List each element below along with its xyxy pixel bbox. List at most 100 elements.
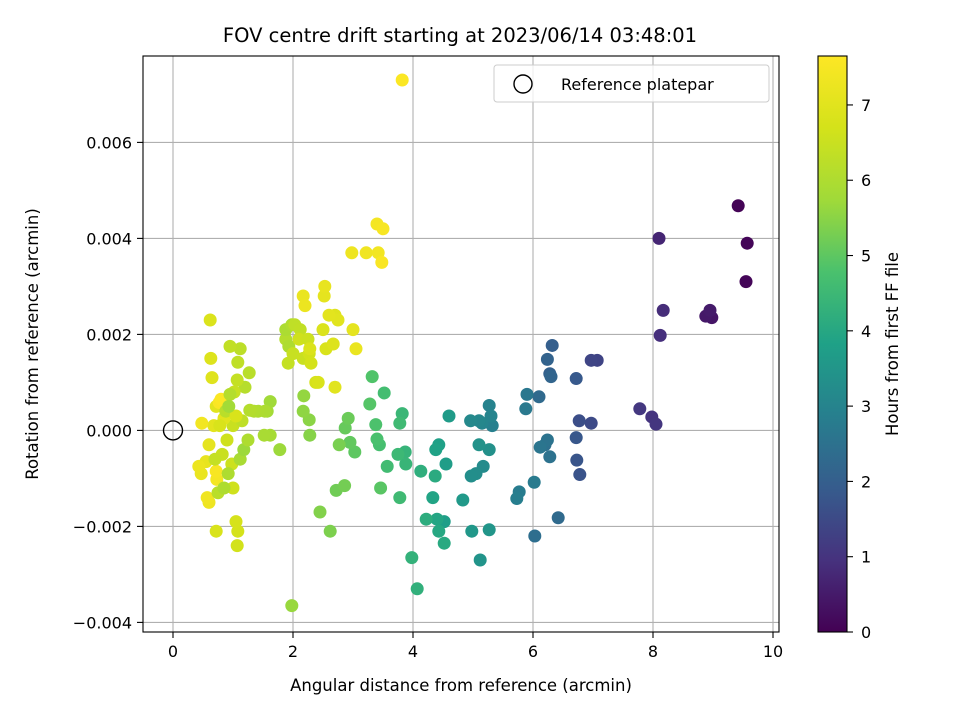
data-point [192, 459, 206, 473]
data-point [220, 433, 234, 447]
colorbar-tick-label: 7 [861, 96, 871, 115]
data-point [584, 416, 598, 430]
data-point [203, 313, 217, 327]
y-tick-label: 0.004 [86, 229, 132, 248]
colorbar-tick-label: 6 [861, 171, 871, 190]
colorbar-frame [817, 55, 848, 633]
colorbar-tick-label: 3 [861, 397, 871, 416]
x-tick-label: 10 [763, 642, 783, 661]
data-point [318, 279, 332, 293]
data-point [217, 481, 231, 495]
data-point [230, 373, 244, 387]
y-tick-label: 0.002 [86, 325, 132, 344]
x-tick-label: 4 [408, 642, 418, 661]
colorbar-tick-label: 0 [861, 623, 871, 642]
data-point [322, 308, 336, 322]
colorbar-gradient [818, 56, 847, 632]
legend-label-reference-platepar: Reference platepar [561, 75, 714, 94]
data-point [286, 347, 300, 361]
data-point [221, 467, 235, 481]
axis-ticks: 0 2 4 6 8 10 −0.004 −0.002 0.000 0.002 0.004 0.006 [73, 133, 783, 661]
data-point [332, 438, 346, 452]
x-tick-label: 2 [288, 642, 298, 661]
data-point [323, 524, 337, 538]
data-point [226, 481, 240, 495]
data-point [202, 438, 216, 452]
data-point [338, 479, 352, 493]
data-point [285, 599, 299, 613]
data-point [296, 289, 310, 303]
data-point [533, 440, 547, 454]
data-point [633, 402, 647, 416]
data-point [317, 289, 331, 303]
data-point [731, 199, 745, 213]
data-point [532, 390, 546, 404]
data-point [740, 236, 754, 250]
data-point [510, 492, 524, 506]
data-point [311, 375, 325, 389]
x-axis-label: Angular distance from reference (arcmin) [290, 676, 632, 695]
data-points [192, 73, 754, 613]
legend-marker-open-circle [513, 74, 533, 94]
data-point [551, 511, 565, 525]
data-point [520, 387, 534, 401]
data-point [391, 447, 405, 461]
data-point [572, 414, 586, 428]
data-point [569, 372, 583, 386]
colorbar-tick-label: 4 [861, 322, 871, 341]
y-axis-label: Rotation from reference (arcmin) [23, 208, 42, 480]
data-point [485, 419, 499, 433]
data-point [348, 445, 362, 459]
data-point [257, 428, 271, 442]
data-point [528, 529, 542, 543]
data-point [399, 457, 413, 471]
data-point [208, 452, 222, 466]
data-point [419, 512, 433, 526]
legend: Reference platepar [493, 64, 770, 103]
data-point [439, 457, 453, 471]
data-point [304, 356, 318, 370]
data-point [231, 355, 245, 369]
data-point [377, 386, 391, 400]
data-point [374, 481, 388, 495]
data-point [527, 475, 541, 489]
data-point [363, 397, 377, 411]
colorbar-tick-label: 1 [861, 548, 871, 567]
data-point [296, 404, 310, 418]
data-point [482, 523, 496, 537]
data-point [346, 323, 360, 337]
data-point [241, 433, 255, 447]
data-point [303, 428, 317, 442]
data-point [293, 323, 307, 337]
data-point [209, 464, 223, 478]
data-point [456, 493, 470, 507]
plot-area-frame [142, 55, 780, 633]
colorbar-tick-label: 5 [861, 247, 871, 266]
data-point [569, 431, 583, 445]
x-tick-label: 6 [528, 642, 538, 661]
chart-title: FOV centre drift starting at 2023/06/14 … [223, 24, 697, 47]
data-point [316, 323, 330, 337]
x-tick-label: 8 [648, 642, 658, 661]
y-tick-label: 0.000 [86, 421, 132, 440]
data-point [473, 553, 487, 567]
data-point [273, 443, 287, 457]
colorbar-tick-label: 2 [861, 472, 871, 491]
data-point [281, 356, 295, 370]
data-point [328, 380, 342, 394]
data-point [223, 339, 237, 353]
data-point [410, 582, 424, 596]
data-point [464, 414, 478, 428]
data-point [543, 450, 557, 464]
reference-marker-layer [162, 420, 184, 441]
data-point [365, 370, 379, 384]
data-point [482, 443, 496, 457]
data-point [703, 303, 717, 317]
data-point [652, 231, 666, 245]
colorbar: 0 1 2 3 4 5 6 7 Hours from first FF file [817, 55, 902, 642]
data-point [395, 73, 409, 87]
data-point [370, 432, 384, 446]
data-point [414, 464, 428, 478]
y-tick-label: −0.002 [73, 517, 132, 536]
